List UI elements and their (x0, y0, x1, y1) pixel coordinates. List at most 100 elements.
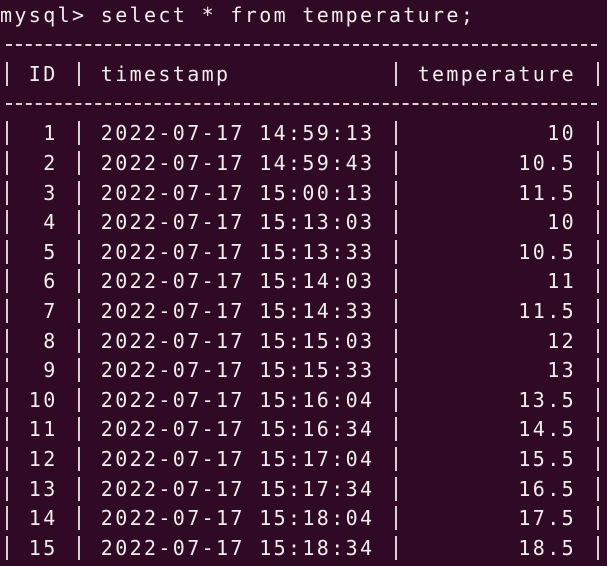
column-separator (395, 417, 397, 442)
id-cell: 14 (28, 506, 58, 531)
column-separator (596, 180, 599, 205)
temperature-cell: 15.5 (518, 447, 576, 471)
column-separator (596, 210, 599, 235)
temperature-cell: 10.5 (518, 239, 576, 264)
column-separator (395, 506, 397, 531)
timestamp-cell: 2022-07-17 14:59:13 (100, 121, 375, 146)
column-separator (78, 121, 81, 146)
id-cell: 2 (43, 151, 58, 175)
column-separator (395, 210, 397, 235)
timestamp-cell: 2022-07-17 15:16:34 (100, 417, 375, 442)
column-separator (78, 387, 81, 412)
timestamp-cell: 2022-07-17 15:16:04 (100, 387, 375, 412)
column-separator (596, 506, 599, 531)
column-separator (6, 269, 9, 294)
temperature-cell: 10.5 (518, 151, 576, 175)
column-separator (6, 506, 9, 531)
column-separator (78, 358, 81, 383)
column-separator (395, 358, 397, 383)
column-separator (6, 476, 9, 501)
column-separator (6, 299, 9, 323)
column-separator (78, 151, 81, 175)
temperature-cell: 10 (547, 121, 576, 146)
column-separator (395, 476, 397, 501)
id-cell: 12 (28, 447, 58, 471)
column-separator (596, 476, 599, 501)
column-separator (6, 239, 9, 264)
column-separator (6, 180, 9, 205)
column-separator (395, 151, 397, 175)
column-separator (395, 62, 397, 87)
temperature-cell: 11 (547, 269, 576, 294)
column-separator (395, 387, 397, 412)
id-cell: 15 (28, 535, 58, 560)
temperature-cell: 12 (547, 328, 576, 353)
column-separator (6, 151, 9, 175)
column-header: temperature (417, 62, 577, 87)
timestamp-cell: 2022-07-17 15:14:03 (100, 269, 375, 294)
column-separator (6, 535, 9, 560)
temperature-cell: 18.5 (518, 535, 576, 560)
column-separator (596, 62, 599, 87)
column-separator (395, 180, 397, 205)
timestamp-cell: 2022-07-17 15:13:33 (100, 239, 375, 264)
timestamp-cell: 2022-07-17 15:14:33 (100, 299, 375, 323)
column-separator (395, 269, 397, 294)
column-separator (78, 210, 81, 235)
column-separator (78, 299, 81, 323)
temperature-cell: 10 (547, 210, 576, 235)
timestamp-cell: 2022-07-17 15:15:03 (100, 328, 375, 353)
id-cell: 11 (28, 417, 58, 442)
temperature-cell: 14.5 (518, 417, 576, 442)
column-separator (6, 328, 9, 353)
prompt: mysql> (0, 3, 87, 27)
id-cell: 10 (28, 387, 58, 412)
temperature-cell: 16.5 (518, 476, 576, 501)
column-separator (395, 121, 397, 146)
timestamp-cell: 2022-07-17 15:17:04 (100, 447, 375, 471)
timestamp-cell: 2022-07-17 15:00:13 (100, 180, 375, 205)
column-separator (78, 447, 81, 471)
column-separator (78, 476, 81, 501)
column-separator (395, 299, 397, 323)
temperature-cell: 11.5 (518, 299, 576, 323)
id-cell: 1 (43, 121, 58, 146)
column-separator (596, 239, 599, 264)
temperature-cell: 13 (547, 358, 576, 383)
timestamp-cell: 2022-07-17 15:15:33 (100, 358, 375, 383)
column-separator (596, 447, 599, 471)
column-separator (596, 358, 599, 383)
column-separator (596, 387, 599, 412)
column-separator (596, 121, 599, 146)
column-separator (395, 328, 397, 353)
column-separator (6, 447, 9, 471)
column-separator (6, 121, 9, 146)
column-separator (596, 151, 599, 175)
timestamp-cell: 2022-07-17 15:18:34 (100, 535, 375, 560)
column-separator (395, 447, 397, 471)
timestamp-cell: 2022-07-17 15:13:03 (100, 210, 375, 235)
column-separator (596, 299, 599, 323)
column-separator (395, 239, 397, 264)
column-header: timestamp (100, 62, 231, 87)
column-separator (596, 535, 599, 560)
id-cell: 4 (43, 210, 58, 235)
temperature-cell: 13.5 (518, 387, 576, 412)
id-cell: 7 (43, 299, 58, 323)
column-separator (78, 239, 81, 264)
command: select * from temperature; (100, 3, 476, 27)
column-separator (395, 535, 397, 560)
timestamp-cell: 2022-07-17 15:17:34 (100, 476, 375, 501)
column-separator (596, 328, 599, 353)
id-cell: 6 (43, 269, 58, 294)
row-separator (6, 43, 597, 46)
column-separator (78, 180, 81, 205)
id-cell: 9 (43, 358, 58, 383)
column-separator (78, 328, 81, 353)
id-cell: 13 (28, 476, 58, 501)
row-separator (6, 102, 597, 105)
column-separator (6, 210, 9, 235)
column-separator (78, 506, 81, 531)
id-cell: 8 (43, 328, 58, 353)
